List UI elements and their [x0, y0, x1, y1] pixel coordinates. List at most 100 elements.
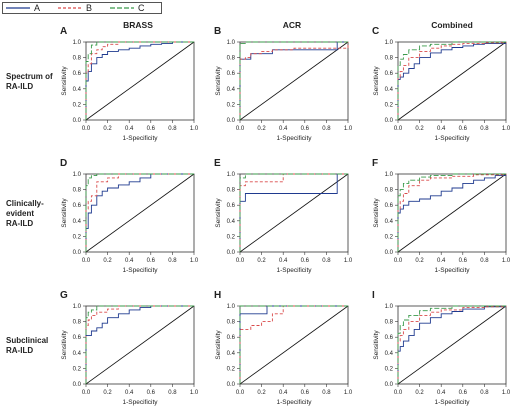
x-tick-label: 0.4: [125, 126, 134, 132]
x-axis-label: 1-Specificity: [276, 135, 312, 142]
panel-letter-f: F: [372, 158, 378, 169]
series-line-c: [397, 41, 506, 120]
panel-e: E 0.00.0 0.2 0.2 0.4 0.4 0.6 0.6 0.8 0.8 1.0 1.0 1-S…: [214, 158, 353, 274]
y-tick-label: 0.6: [73, 335, 82, 341]
y-axis-label: Sensitivity: [373, 330, 380, 360]
legend-entries: A B C: [6, 3, 145, 13]
x-axis-label: 1-Specificity: [122, 267, 158, 274]
y-tick-label: 0.2: [385, 102, 394, 108]
x-axis-label: 1-Specificity: [434, 399, 470, 406]
x-tick-label: 0.0: [236, 390, 245, 396]
y-tick-label: 0.6: [385, 71, 394, 77]
panel-letter-a: A: [60, 26, 67, 37]
series-line-c: [85, 173, 194, 252]
x-tick-label: 0.2: [103, 126, 112, 132]
y-tick-label: 0.8: [227, 320, 236, 326]
y-axis-label: Sensitivity: [215, 198, 222, 228]
x-tick-label: 0.2: [257, 258, 266, 264]
reference-diagonal: [85, 305, 195, 385]
series-line-c: [239, 41, 348, 120]
x-tick-label: 0.6: [459, 126, 468, 132]
y-tick-label: 0.2: [227, 366, 236, 372]
y-axis-label: Sensitivity: [61, 66, 68, 96]
reference-diagonal: [85, 41, 195, 121]
y-tick-label: 0.0: [385, 118, 394, 124]
row-label-line: evident: [6, 209, 34, 218]
x-tick-label: 0.4: [125, 390, 134, 396]
panel-h: H 0.00.0 0.2 0.2 0.4 0.4 0.6 0.6 0.8 0.8 1.0 1.0 1-S…: [214, 290, 353, 406]
y-tick-label: 0.8: [385, 188, 394, 194]
x-tick-label: 1.0: [502, 390, 511, 396]
series-line-b: [239, 42, 349, 120]
y-tick-label: 1.0: [73, 40, 82, 46]
series-line-a: [85, 41, 194, 120]
y-tick-label: 0.6: [73, 71, 82, 77]
legend-label-C: C: [138, 3, 145, 13]
row-label-line: RA-ILD: [6, 346, 33, 355]
x-tick-label: 0.6: [301, 390, 310, 396]
y-tick-label: 0.8: [73, 188, 82, 194]
x-axis-label: 1-Specificity: [122, 135, 158, 142]
x-tick-label: 0.2: [415, 258, 424, 264]
y-tick-label: 0.2: [73, 366, 82, 372]
panel-letter-i: I: [372, 290, 375, 301]
panel-letter-b: B: [214, 26, 221, 37]
x-tick-label: 0.2: [257, 390, 266, 396]
y-tick-label: 1.0: [227, 304, 236, 310]
row-label-line: Clinically-: [6, 199, 44, 208]
series-line-c: [397, 305, 506, 384]
y-axis-label: Sensitivity: [373, 198, 380, 228]
y-tick-label: 0.6: [385, 335, 394, 341]
series-line-a: [397, 306, 507, 384]
y-tick-label: 0.2: [385, 366, 394, 372]
x-tick-label: 0.6: [301, 126, 310, 132]
y-tick-label: 0.6: [227, 335, 236, 341]
x-axis-label: 1-Specificity: [434, 267, 470, 274]
panel-letter-g: G: [60, 290, 68, 301]
x-tick-label: 1.0: [344, 258, 353, 264]
y-tick-label: 0.6: [227, 203, 236, 209]
x-tick-label: 0.0: [236, 126, 245, 132]
x-tick-label: 1.0: [190, 390, 199, 396]
y-axis-label: Sensitivity: [61, 330, 68, 360]
x-tick-label: 0.8: [480, 390, 489, 396]
series-line-c: [85, 305, 194, 384]
row-label-line: RA-ILD: [6, 82, 33, 91]
y-tick-label: 0.2: [73, 234, 82, 240]
x-tick-label: 0.4: [279, 258, 288, 264]
reference-diagonal: [85, 173, 195, 253]
y-tick-label: 0.8: [73, 320, 82, 326]
x-tick-label: 0.6: [147, 258, 156, 264]
x-tick-label: 1.0: [502, 258, 511, 264]
panel-letter-e: E: [214, 158, 221, 169]
x-tick-label: 0.0: [82, 390, 91, 396]
y-tick-label: 0.4: [73, 87, 82, 93]
y-tick-label: 0.6: [227, 71, 236, 77]
y-tick-label: 0.0: [73, 118, 82, 124]
legend-label-A: A: [34, 3, 40, 13]
x-tick-label: 0.0: [236, 258, 245, 264]
y-tick-label: 0.8: [385, 56, 394, 62]
panel-letter-c: C: [372, 26, 379, 37]
panel-g: G 0.00.0 0.2 0.2 0.4 0.4 0.6 0.6 0.8 0.8 1.0 1.0 1-S…: [60, 290, 199, 406]
y-tick-label: 0.4: [73, 351, 82, 357]
x-tick-label: 0.2: [257, 126, 266, 132]
x-tick-label: 0.2: [103, 390, 112, 396]
column-title-brass: BRASS: [123, 20, 153, 30]
x-tick-label: 1.0: [502, 126, 511, 132]
y-tick-label: 1.0: [385, 304, 394, 310]
y-axis-label: Sensitivity: [373, 66, 380, 96]
x-axis-label: 1-Specificity: [276, 267, 312, 274]
y-tick-label: 0.4: [73, 219, 82, 225]
y-tick-label: 0.8: [227, 56, 236, 62]
series-line-c: [239, 173, 348, 252]
y-axis-label: Sensitivity: [215, 330, 222, 360]
y-tick-label: 1.0: [385, 40, 394, 46]
y-tick-label: 0.4: [227, 219, 236, 225]
series-line-b: [85, 41, 194, 120]
y-tick-label: 0.0: [227, 118, 236, 124]
series-line-a: [397, 174, 507, 252]
y-tick-label: 0.8: [227, 188, 236, 194]
